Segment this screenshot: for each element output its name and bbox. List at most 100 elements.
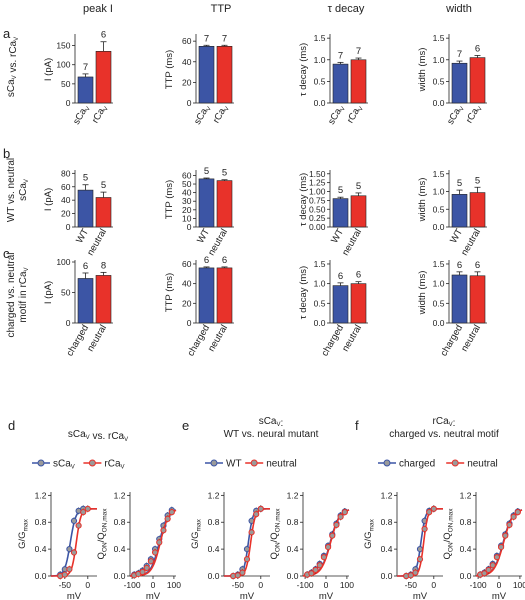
n-label: 6 bbox=[101, 30, 106, 41]
panel-letters: a b c d e f bbox=[3, 26, 359, 433]
x-tick-label: 0 bbox=[324, 580, 329, 590]
text-part: sCa bbox=[259, 416, 277, 427]
row-label-line: motif in rCaV bbox=[18, 267, 30, 322]
column-title-peak-i: peak I bbox=[83, 3, 113, 15]
y-tick-label: 0 bbox=[187, 98, 192, 108]
text-subscript: V bbox=[449, 422, 453, 428]
y-tick-label: 0.5 bbox=[433, 204, 445, 214]
text-part: sCa bbox=[53, 459, 71, 470]
y-axis-label: I (pA) bbox=[43, 188, 54, 211]
y-tick-label: 0.0 bbox=[381, 571, 393, 581]
row-label-0: sCaV vs. rCaV bbox=[6, 37, 20, 97]
text-part: sCa bbox=[6, 79, 17, 97]
row-label-line: charged vs. neutral bbox=[6, 252, 17, 337]
y-tick-label: 30 bbox=[182, 196, 192, 206]
bar-chart-r1-c2: 0.000.250.500.751.001.251.50τ decay (ms)… bbox=[298, 169, 368, 258]
data-point bbox=[312, 566, 319, 574]
y-axis-label: τ decay (ms) bbox=[298, 43, 309, 96]
x-axis-label: mV bbox=[146, 591, 161, 600]
y-tick-label: 1.25 bbox=[309, 178, 326, 188]
text-part: WT bbox=[195, 227, 212, 245]
bar-chart-r0-c1: 0 20 40 60 TTP (ms) 7 sCaV 7 rCaV bbox=[164, 33, 234, 127]
text-subscript: V bbox=[14, 37, 20, 41]
data-point bbox=[506, 521, 513, 529]
y-axis-label: τ decay (ms) bbox=[298, 173, 309, 226]
row-label-2: charged vs. neutral motif in rCaV bbox=[6, 252, 30, 337]
n-label: 5 bbox=[204, 166, 209, 177]
x-tick-label: -50 bbox=[59, 580, 72, 590]
text-subscript: max bbox=[196, 518, 203, 531]
category-label: charged bbox=[64, 323, 91, 358]
bar-neutral bbox=[350, 195, 367, 228]
text-subscript: max bbox=[369, 518, 376, 531]
text-part: motif in rCa bbox=[18, 271, 29, 323]
y-tick-label: 150 bbox=[56, 41, 70, 51]
y-tick-label: 0.0 bbox=[208, 571, 220, 581]
bar-rCaV bbox=[469, 57, 486, 104]
y-tick-label: 1.5 bbox=[433, 33, 445, 43]
row-label-line: sCaV vs. rCaV bbox=[6, 37, 20, 97]
text-part: WT bbox=[448, 227, 465, 245]
y-axis-label: width (ms) bbox=[417, 178, 428, 223]
text-part: G/G bbox=[363, 531, 374, 548]
text-subscript: V bbox=[459, 106, 466, 112]
data-point bbox=[497, 544, 505, 551]
data-point bbox=[234, 572, 241, 579]
column-title-ttp: TTP bbox=[211, 3, 232, 15]
text-part: /Q bbox=[269, 532, 280, 542]
category-label: WT bbox=[74, 227, 91, 245]
text-subscript: V bbox=[358, 106, 365, 112]
y-tick-label: 1.0 bbox=[314, 279, 326, 289]
bar-WT bbox=[77, 189, 94, 228]
y-tick-label: 0.8 bbox=[287, 517, 299, 527]
y-tick-label: 1.50 bbox=[309, 169, 326, 179]
y-axis-label: QON/QON,max bbox=[96, 508, 109, 560]
data-point bbox=[160, 527, 167, 534]
data-point bbox=[412, 569, 419, 576]
y-axis-label: G/Gmax bbox=[190, 518, 203, 548]
n-label: 8 bbox=[101, 260, 106, 271]
x-tick-label: -50 bbox=[232, 580, 245, 590]
x-tick-label: 0 bbox=[151, 580, 156, 590]
n-label: 5 bbox=[83, 173, 88, 184]
x-tick-label: -50 bbox=[405, 580, 418, 590]
data-point bbox=[80, 509, 87, 516]
legend-marker bbox=[451, 459, 459, 467]
y-tick-label: 0.4 bbox=[208, 544, 220, 554]
data-point bbox=[502, 532, 509, 539]
n-label: 7 bbox=[356, 46, 361, 57]
y-tick-label: 0.0 bbox=[433, 222, 445, 232]
category-label: WT bbox=[448, 227, 465, 245]
y-tick-label: 40 bbox=[61, 195, 71, 205]
data-point bbox=[168, 509, 175, 516]
bar-WT bbox=[451, 194, 468, 228]
text-part: /Q bbox=[96, 532, 107, 542]
bar-charged bbox=[332, 285, 349, 324]
y-axis-label: τ decay (ms) bbox=[298, 266, 309, 319]
data-point bbox=[481, 570, 488, 577]
data-point bbox=[329, 532, 336, 539]
n-label: 7 bbox=[204, 33, 209, 44]
text-subscript: V bbox=[124, 437, 128, 443]
data-point bbox=[493, 554, 501, 561]
y-tick-label: 20 bbox=[182, 205, 192, 215]
gv-panel-e: sCaV:WT vs. neural mutant WT neutral 0.0 0.4… bbox=[190, 416, 354, 600]
panel-title: charged vs. neutral motif bbox=[389, 429, 499, 440]
y-tick-label: 60 bbox=[182, 170, 192, 180]
panel-title: rCaV: bbox=[433, 416, 456, 429]
legend-label: WT bbox=[226, 459, 242, 470]
y-axis-label: I (pA) bbox=[43, 58, 54, 81]
y-tick-label: 0.0 bbox=[433, 318, 445, 328]
data-point bbox=[257, 505, 264, 512]
y-tick-label: 0.8 bbox=[35, 517, 47, 527]
y-tick-label: 0.5 bbox=[314, 298, 326, 308]
data-point bbox=[341, 509, 348, 516]
text-part: neutral bbox=[467, 459, 498, 470]
text-subscript: ON bbox=[275, 542, 282, 552]
y-tick-label: 60 bbox=[182, 36, 192, 46]
category-label: WT bbox=[195, 227, 212, 245]
y-tick-label: 20 bbox=[182, 77, 192, 87]
bar-charged bbox=[77, 278, 94, 324]
